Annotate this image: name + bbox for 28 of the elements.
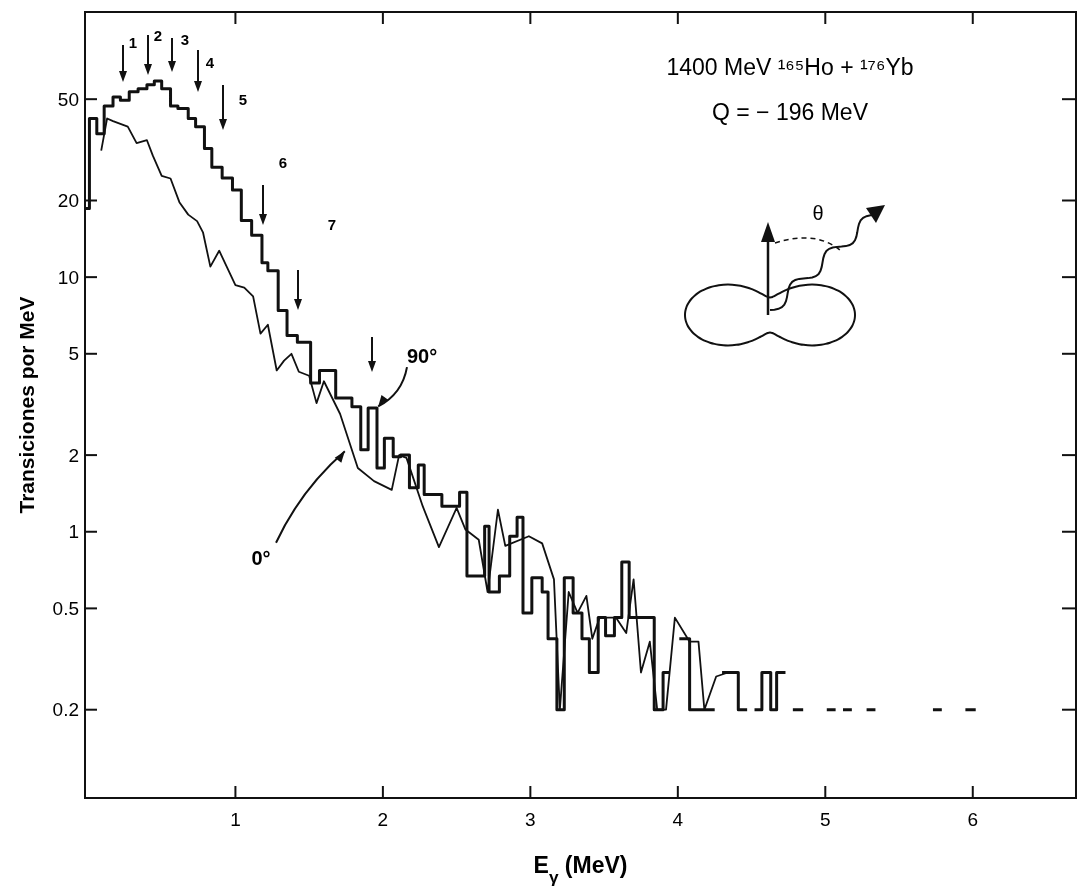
y-tick-label: 0.5	[52, 597, 79, 619]
x-tick-label: 2	[377, 809, 389, 830]
y-tick-label: 20	[57, 190, 79, 211]
y-tick-label: 1	[68, 521, 79, 543]
annotation: 4	[205, 53, 215, 71]
y-tick-label: 0.2	[52, 699, 79, 721]
y-tick-label: 50	[57, 88, 79, 110]
annotation: 6	[278, 153, 288, 171]
annotation: 7	[327, 215, 337, 233]
text: 1400 MeV ¹⁶⁵Ho + ¹⁷⁶Yb	[666, 54, 914, 80]
annotation: 3	[180, 30, 190, 48]
x-tick-label: 1	[230, 809, 241, 830]
x-tick-label: 3	[525, 809, 536, 830]
y-tick-label: 10	[57, 266, 79, 288]
annotation: 1	[128, 33, 138, 51]
x-tick-label: 6	[967, 809, 979, 830]
annotation: 2	[153, 26, 163, 44]
annotation: θ	[812, 202, 824, 224]
y-tick-label: 2	[68, 444, 79, 466]
annotation: 0°	[251, 546, 271, 569]
x-axis-title: E$_{γ}$ (MeV)	[533, 852, 628, 887]
y-axis-title: Transiciones por MeV	[15, 296, 38, 514]
x-tick-label: 4	[672, 809, 684, 830]
y-tick-label: 5	[68, 343, 79, 365]
annotation: 5	[238, 90, 248, 108]
text: Q = − 196 MeV	[712, 99, 869, 125]
x-tick-label: 5	[820, 809, 831, 830]
annotation: 90°	[406, 345, 438, 368]
